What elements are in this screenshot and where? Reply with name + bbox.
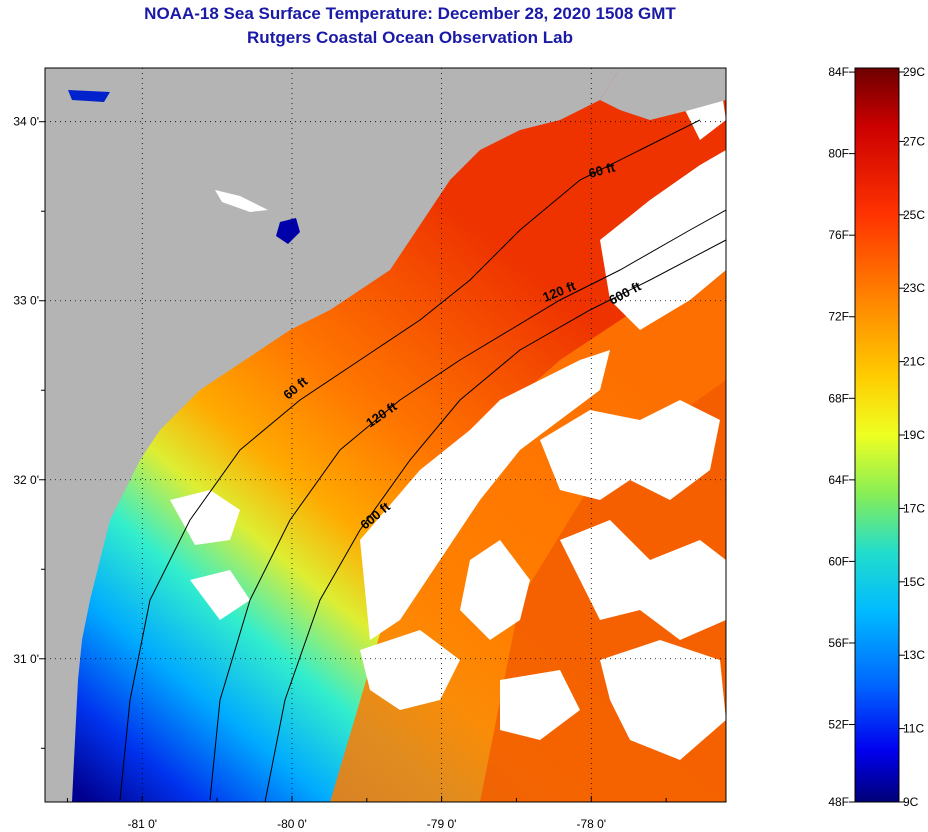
map-frame xyxy=(44,67,727,803)
colorbar-celsius-label: 27C xyxy=(903,134,925,148)
colorbar-fahrenheit-label: 72F xyxy=(828,310,849,324)
colorbar-fahrenheit-label: 60F xyxy=(828,554,849,568)
colorbar-fahrenheit-label: 80F xyxy=(828,147,849,161)
colorbar-fahrenheit-label: 84F xyxy=(828,65,849,79)
lon-tick-label: -81 0' xyxy=(127,817,157,831)
colorbar-celsius-label: 17C xyxy=(903,501,925,515)
lat-tick-label: 32 0' xyxy=(13,473,39,487)
contour-60ft xyxy=(119,119,701,801)
colorbar-celsius-label: 11C xyxy=(903,722,924,736)
lon-tick-label: -78 0' xyxy=(576,817,606,831)
inland-cloud-patch xyxy=(215,190,268,212)
map-subtitle: Rutgers Coastal Ocean Observation Lab xyxy=(247,28,573,47)
contour-label-60ft-north: 60 ft xyxy=(587,159,617,181)
lat-tick-label: 31 0' xyxy=(13,652,39,666)
colorbar-fahrenheit-label: 56F xyxy=(828,636,849,650)
temperature-colorbar xyxy=(854,67,900,803)
contour-120ft xyxy=(209,209,726,801)
lon-tick-label: -80 0' xyxy=(277,817,307,831)
map-title: NOAA-18 Sea Surface Temperature: Decembe… xyxy=(144,4,676,23)
land-mass xyxy=(45,68,620,802)
lon-tick-label: -79 0' xyxy=(427,817,457,831)
axis-ticks: -81 0' -80 0' -79 0' -78 0' 34 0' 33 0' 32 0' 3… xyxy=(13,115,667,831)
colorbar-celsius-label: 19C xyxy=(903,428,925,442)
colorbar-celsius-label: 23C xyxy=(903,281,925,295)
colorbar-fahrenheit-label: 48F xyxy=(828,795,849,809)
colorbar-labels: 84F 80F 76F 72F 68F 64F 60F 56F 52F 48F 29C 27C 25C 2… xyxy=(828,65,925,809)
colorbar-celsius-label: 21C xyxy=(903,355,925,369)
colorbar-celsius-label: 25C xyxy=(903,208,925,222)
colorbar-celsius-label: 9C xyxy=(903,795,919,809)
contour-600ft xyxy=(264,239,726,802)
land-mass-north xyxy=(600,68,726,120)
lat-tick-label: 34 0' xyxy=(13,115,39,129)
inland-lake xyxy=(276,218,300,244)
colorbar-celsius-label: 29C xyxy=(903,65,925,79)
cloud-mask xyxy=(170,80,726,760)
colorbar-fahrenheit-label: 64F xyxy=(828,473,849,487)
colorbar-fahrenheit-label: 52F xyxy=(828,718,849,732)
colorbar-celsius-label: 15C xyxy=(903,575,925,589)
colorbar-celsius-label: 13C xyxy=(903,648,925,662)
lat-tick-label: 33 0' xyxy=(13,294,39,308)
colorbar-fahrenheit-label: 76F xyxy=(828,228,849,242)
lat-lon-grid xyxy=(45,68,726,802)
colorbar-fahrenheit-label: 68F xyxy=(828,391,849,405)
inland-lake xyxy=(68,90,110,102)
